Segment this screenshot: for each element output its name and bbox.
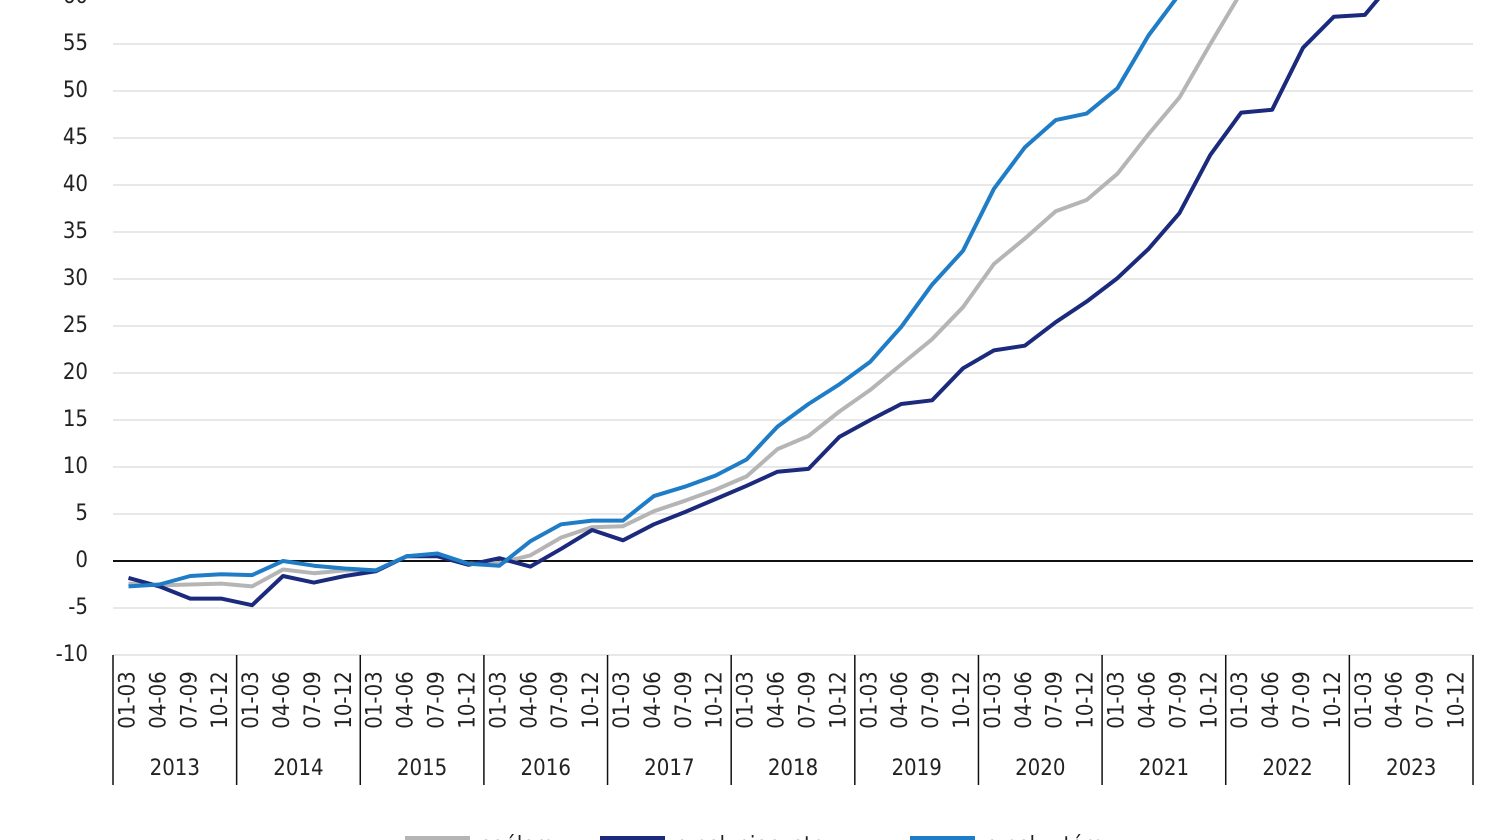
x-tick-label: 04-06 [765,671,790,729]
y-tick-label: 10 [63,454,88,479]
y-tick-label: 50 [63,78,88,103]
x-tick-label: 04-06 [888,671,913,729]
y-tick-label: 30 [63,266,88,291]
x-tick-label: 01-03 [1105,671,1130,729]
x-tick-label: 01-03 [734,671,759,729]
y-tick-label: 15 [63,407,88,432]
x-tick-label: 04-06 [146,671,171,729]
x-tick-label: 07-09 [177,671,202,729]
x-tick-label: 07-09 [425,671,450,729]
x-tick-label: 07-09 [919,671,944,729]
x-tick-label: 07-09 [548,671,573,729]
x-tick-label: 07-09 [1290,671,1315,729]
y-tick-label: 20 [63,360,88,385]
x-tick-label: 01-03 [115,671,140,729]
x-tick-label: 10-12 [1197,671,1222,729]
x-tick-label: 01-03 [857,671,882,729]
x-tick-label: 04-06 [641,671,666,729]
y-tick-label: -5 [68,595,88,620]
x-tick-label: 01-03 [1352,671,1377,729]
x-tick-label: 01-03 [363,671,388,729]
group-label: 2021 [1139,756,1189,781]
legend-label: rynek pierwotny [675,833,836,840]
group-label: 2020 [1015,756,1065,781]
x-tick-label: 10-12 [579,671,604,729]
group-label: 2015 [397,756,447,781]
series-line [127,0,1380,608]
group-label: 2013 [150,756,200,781]
x-tick-label: 04-06 [270,671,295,729]
x-tick-label: 10-12 [208,671,233,729]
y-tick-label: -10 [56,642,88,667]
x-tick-label: 10-12 [826,671,851,729]
x-tick-label: 07-09 [795,671,820,729]
y-tick-label: 0 [75,548,88,573]
legend-label: rynek wtórny [985,833,1116,840]
group-label: 2018 [768,756,818,781]
x-tick-label: 07-09 [672,671,697,729]
x-tick-label: 10-12 [1074,671,1099,729]
series-line [128,0,1178,589]
group-label: 2014 [273,756,323,781]
x-tick-label: 01-03 [610,671,635,729]
x-tick-label: 01-03 [486,671,511,729]
y-tick-label: 55 [63,31,88,56]
x-tick-label: 01-03 [1228,671,1253,729]
y-tick-label: 60 [63,0,88,9]
x-tick-label: 07-09 [1414,671,1439,729]
x-tick-label: 07-09 [1043,671,1068,729]
x-tick-label: 04-06 [517,671,542,729]
x-tick-label: 10-12 [332,671,357,729]
group-label: 2019 [891,756,941,781]
x-tick-label: 04-06 [1012,671,1037,729]
x-tick-label: 10-12 [1321,671,1346,729]
x-tick-label: 04-06 [1135,671,1160,729]
y-tick-label: 45 [63,125,88,150]
series-line [128,0,1239,589]
x-tick-label: 10-12 [950,671,975,729]
x-tick-label: 01-03 [981,671,1006,729]
x-tick-label: 04-06 [394,671,419,729]
x-tick-label: 07-09 [301,671,326,729]
group-label: 2016 [521,756,571,781]
legend-label: ogółem [480,833,554,840]
x-tick-label: 01-03 [239,671,264,729]
x-tick-label: 10-12 [703,671,728,729]
x-tick-label: 10-12 [455,671,480,729]
x-tick-label: 07-09 [1166,671,1191,729]
group-label: 2022 [1262,756,1312,781]
group-label: 2023 [1386,756,1436,781]
y-tick-label: 40 [63,172,88,197]
y-tick-label: 25 [63,313,88,338]
group-label: 2017 [644,756,694,781]
x-tick-label: 04-06 [1259,671,1284,729]
y-tick-label: 5 [75,501,88,526]
x-tick-label: 10-12 [1445,671,1470,729]
x-tick-label: 04-06 [1383,671,1408,729]
y-tick-label: 35 [63,219,88,244]
